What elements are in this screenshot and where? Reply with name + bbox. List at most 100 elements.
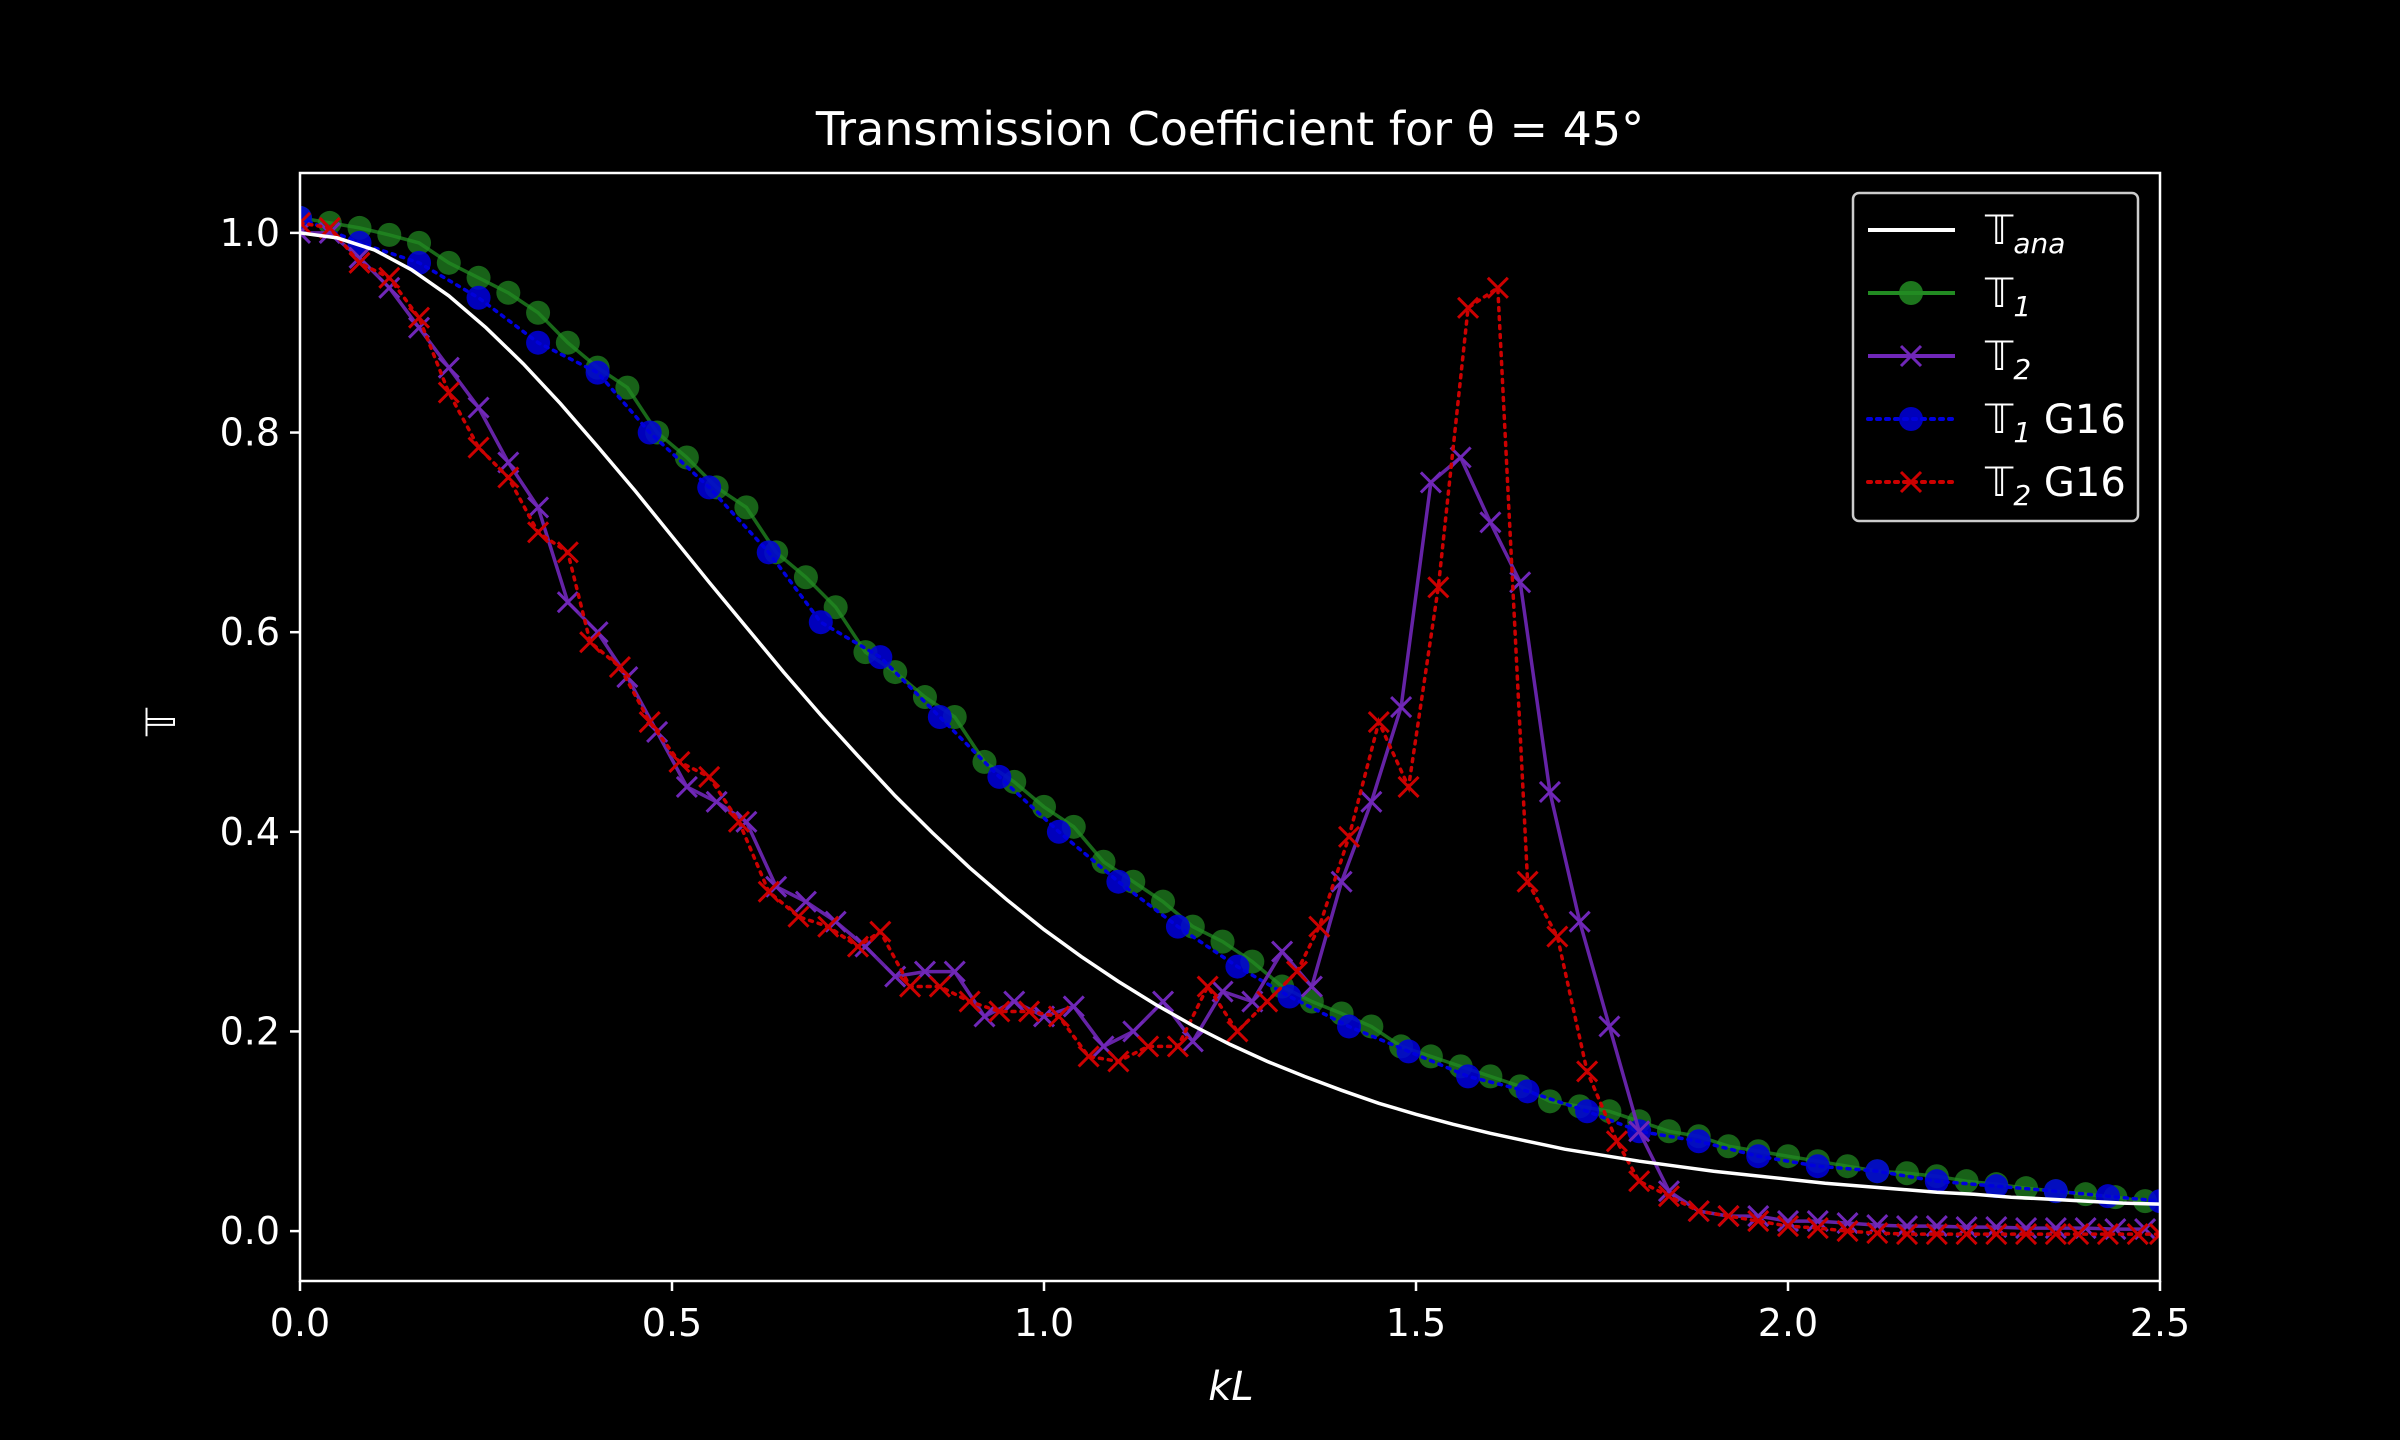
data-point: [2148, 1189, 2160, 1214]
data-point: [2044, 1223, 2067, 1246]
data-point: [555, 330, 580, 355]
data-point: [1538, 780, 1561, 803]
data-point: [300, 211, 312, 234]
x-tick-label: 0.5: [642, 1301, 702, 1345]
data-point: [2067, 1223, 2090, 1246]
data-point: [1895, 1161, 1920, 1186]
data-point: [698, 765, 721, 788]
data-point: [808, 610, 833, 635]
data-point: [527, 496, 550, 519]
data-point: [1091, 849, 1116, 874]
legend-marker: [1899, 470, 1923, 494]
data-point: [1479, 511, 1502, 534]
data-point: [1835, 1154, 1860, 1179]
data-point: [496, 280, 521, 305]
data-point: [1546, 925, 1569, 948]
data-point: [378, 266, 401, 289]
data-point: [1456, 1064, 1481, 1089]
data-point: [1628, 1120, 1651, 1143]
data-point: [1984, 1174, 2009, 1199]
x-tick-label: 0.0: [270, 1301, 330, 1345]
axes-frame: [298, 171, 2162, 1283]
data-point: [1330, 870, 1353, 893]
y-tick-label: 0.0: [220, 1209, 280, 1253]
data-point: [348, 251, 371, 274]
data-point: [1866, 1222, 1889, 1245]
data-point: [1047, 1005, 1070, 1028]
data-point: [1576, 1060, 1599, 1083]
data-point: [466, 265, 491, 290]
y-tick-label: 0.8: [220, 411, 280, 455]
data-point: [1359, 1014, 1384, 1039]
y-tick-label: 1.0: [220, 211, 280, 255]
data-point: [1985, 1223, 2008, 1246]
data-point: [1308, 915, 1331, 938]
data-point: [1226, 1020, 1249, 1043]
data-point: [1747, 1205, 1770, 1228]
data-point: [912, 685, 937, 710]
data-point: [1924, 1169, 1949, 1194]
data-point: [1360, 790, 1383, 813]
data-point: [1285, 960, 1309, 983]
data-point: [1747, 1210, 1770, 1233]
data-point: [868, 645, 893, 670]
series-4: [300, 211, 2160, 1246]
data-point: [1046, 819, 1071, 844]
data-point: [1032, 794, 1056, 819]
data-point: [1516, 870, 1539, 893]
data-point: [987, 764, 1012, 789]
data-point: [579, 631, 602, 654]
data-point: [1776, 1215, 1800, 1238]
data-point: [1954, 1169, 1979, 1194]
data-point: [1515, 1079, 1540, 1104]
data-point: [928, 975, 951, 998]
data-point: [1478, 1064, 1503, 1089]
legend-label: 𝕋1 G16: [1984, 397, 2126, 449]
x-tick-label: 2.0: [1758, 1301, 1818, 1345]
data-point: [1151, 889, 1176, 914]
data-point: [757, 880, 780, 903]
chart-title: Transmission Coefficient for θ = 45°: [815, 102, 1644, 156]
data-point: [1449, 446, 1472, 469]
y-tick-label: 0.6: [220, 610, 280, 654]
data-point: [1657, 1185, 1681, 1208]
legend-item: 𝕋2: [1868, 334, 2031, 386]
x-tick-label: 1.5: [1386, 1301, 1446, 1345]
data-point: [988, 1000, 1011, 1023]
data-point: [1137, 1035, 1160, 1058]
data-point: [556, 541, 579, 564]
data-point: [794, 890, 817, 913]
data-point: [1836, 1220, 1859, 1243]
data-point: [1806, 1217, 1829, 1240]
y-tick-label: 0.2: [220, 1009, 280, 1053]
data-point: [1568, 910, 1591, 933]
legend-label: 𝕋2: [1984, 334, 2031, 386]
data-point: [1746, 1144, 1771, 1169]
data-point: [1397, 775, 1420, 798]
legend-item: 𝕋ana: [1868, 208, 2065, 260]
data-point: [526, 330, 551, 355]
data-point: [1419, 471, 1442, 494]
data-point: [378, 276, 401, 299]
data-point: [1486, 276, 1509, 299]
data-point: [300, 221, 312, 244]
data-point: [467, 396, 490, 419]
data-point: [1628, 1170, 1651, 1193]
data-point: [697, 475, 722, 500]
data-point: [1367, 710, 1390, 734]
data-point: [1196, 975, 1219, 998]
data-point: [1656, 1119, 1681, 1144]
data-point: [846, 935, 870, 958]
data-point: [675, 775, 698, 798]
legend-item: 𝕋1 G16: [1866, 397, 2126, 449]
data-point: [2148, 1223, 2160, 1246]
data-point: [407, 230, 432, 255]
legend-label: 𝕋ana: [1984, 208, 2065, 260]
data-point: [1077, 1045, 1100, 1068]
data-point: [1598, 1015, 1621, 1038]
data-point: [527, 521, 550, 544]
data-point: [787, 905, 810, 928]
x-axis-label: kL: [1208, 1364, 1253, 1410]
legend-marker: [1899, 344, 1923, 368]
data-point: [1955, 1223, 1978, 1246]
